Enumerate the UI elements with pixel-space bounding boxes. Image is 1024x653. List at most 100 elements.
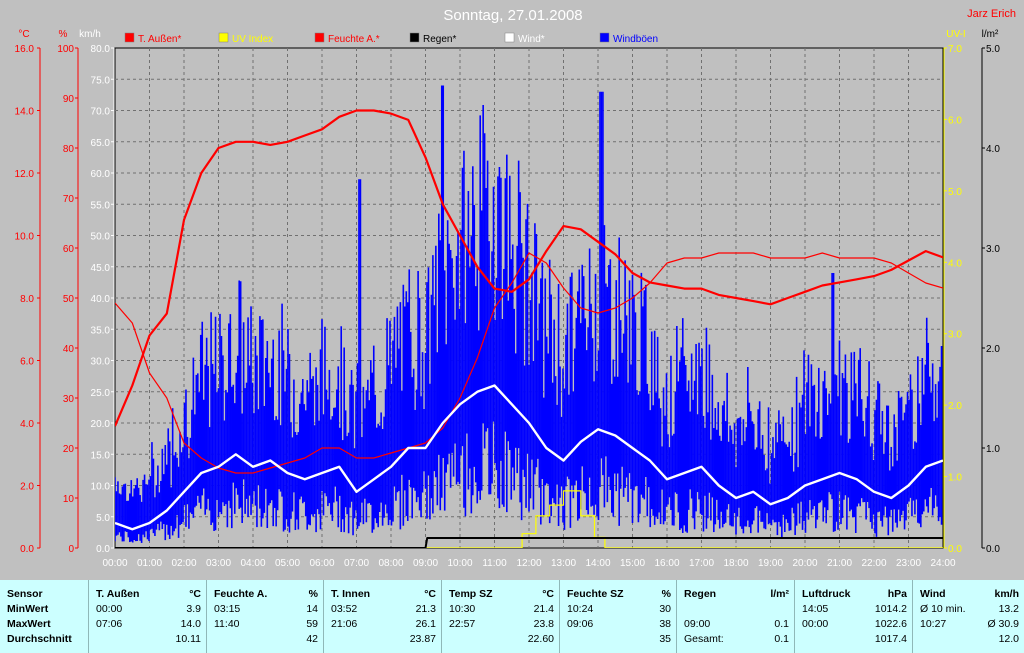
legend-item: Regen* xyxy=(409,32,456,45)
x-tick-label: 14:00 xyxy=(585,558,610,569)
unit-uv: UV-I xyxy=(946,29,965,40)
uv-tick-label: 0.0 xyxy=(948,544,962,555)
stat-value: 0.1 xyxy=(774,618,789,630)
x-tick-label: 23:00 xyxy=(896,558,921,569)
legend-swatch xyxy=(218,32,229,43)
plot-series-group xyxy=(115,85,943,548)
x-tick-label: 01:00 xyxy=(137,558,162,569)
chart-title: Sonntag, 27.01.2008 xyxy=(443,7,582,24)
stat-value: 38 xyxy=(659,618,671,630)
time-value: 10:24 xyxy=(567,603,594,615)
humidity-tick-label: 60 xyxy=(63,244,75,255)
column-unit: °C xyxy=(424,588,436,600)
column-header: Wind xyxy=(920,588,946,600)
stat-value: 3.9 xyxy=(186,603,201,615)
gust-bars xyxy=(115,85,943,543)
temp-tick-label: 0.0 xyxy=(20,544,34,555)
time-value: 07:06 xyxy=(96,618,123,630)
x-tick-label: 15:00 xyxy=(620,558,645,569)
x-tick-label: 17:00 xyxy=(689,558,714,569)
wind-tick-label: 40.0 xyxy=(91,294,111,305)
time-value: Gesamt: xyxy=(684,633,724,645)
time-value: 14:05 xyxy=(802,603,829,615)
legend-item: UV Index xyxy=(218,32,273,45)
legend-label: UV Index xyxy=(232,34,273,45)
humidity-tick-label: 0 xyxy=(68,544,74,555)
humidity-tick-label: 80 xyxy=(63,144,75,155)
x-tick-label: 03:00 xyxy=(206,558,231,569)
wind-tick-label: 55.0 xyxy=(91,200,111,211)
table-column: T. Innen °C 03:52 21:06 21.3 26.1 23.87 xyxy=(323,580,442,653)
x-tick-label: 00:00 xyxy=(102,558,127,569)
row-label: MaxWert xyxy=(7,618,51,630)
stat-value: 30 xyxy=(659,603,671,615)
uv-tick-label: 6.0 xyxy=(948,115,962,126)
wind-tick-label: 70.0 xyxy=(91,107,111,118)
row-label: MinWert xyxy=(7,603,49,615)
x-tick-label: 22:00 xyxy=(861,558,886,569)
time-value: 03:52 xyxy=(331,603,358,615)
x-tick-label: 08:00 xyxy=(378,558,403,569)
stat-value: 23.8 xyxy=(533,618,554,630)
wind-tick-label: 75.0 xyxy=(91,75,111,86)
unit-wind: km/h xyxy=(79,29,101,40)
time-value: 09:06 xyxy=(567,618,594,630)
series-line-tauen xyxy=(115,109,943,427)
x-tick-label: 06:00 xyxy=(309,558,334,569)
column-unit: °C xyxy=(542,588,554,600)
temp-tick-label: 10.0 xyxy=(15,232,35,243)
stat-value: 1017.4 xyxy=(874,633,907,645)
stat-value: 14.0 xyxy=(180,618,201,630)
stat-value: 42 xyxy=(306,633,318,645)
wind-tick-label: 10.0 xyxy=(91,482,111,493)
wind-tick-label: 20.0 xyxy=(91,419,111,430)
column-header: Sensor xyxy=(7,588,43,600)
table-column: Feuchte SZ% 10:24 09:06 30 38 35 xyxy=(559,580,677,653)
legend-swatch xyxy=(599,32,610,43)
column-header: Temp SZ xyxy=(449,588,493,600)
column-unit: % xyxy=(308,588,318,600)
legend-item: Feuchte A.* xyxy=(314,32,380,45)
wind-tick-label: 80.0 xyxy=(91,44,111,55)
time-value: 10:27 xyxy=(920,618,947,630)
time-value: Ø 10 min. xyxy=(920,603,966,615)
x-tick-label: 05:00 xyxy=(275,558,300,569)
legend-item: Wind* xyxy=(504,32,545,45)
uv-tick-label: 3.0 xyxy=(948,330,962,341)
wind-tick-label: 15.0 xyxy=(91,450,111,461)
table-column: Temp SZ °C 10:30 22:57 21.4 23.8 22.60 xyxy=(441,580,560,653)
x-tick-label: 09:00 xyxy=(413,558,438,569)
humidity-tick-label: 90 xyxy=(63,94,75,105)
stat-value: 14 xyxy=(306,603,318,615)
x-tick-label: 18:00 xyxy=(723,558,748,569)
temp-tick-label: 12.0 xyxy=(15,169,35,180)
table-column: Feuchte A.% 03:15 11:40 14 59 42 xyxy=(206,580,324,653)
stat-value: 26.1 xyxy=(415,618,436,630)
uv-tick-label: 7.0 xyxy=(948,44,962,55)
x-tick-label: 11:00 xyxy=(482,558,507,569)
uv-tick-label: 2.0 xyxy=(948,401,962,412)
wind-tick-label: 5.0 xyxy=(96,513,110,524)
wind-tick-label: 30.0 xyxy=(91,357,111,368)
time-value: 11:40 xyxy=(214,618,240,630)
column-unit: hPa xyxy=(887,588,907,600)
uv-tick-label: 1.0 xyxy=(948,473,962,484)
row-label: Durchschnitt xyxy=(7,633,72,645)
column-header: Regen xyxy=(684,588,717,600)
time-value: 09:00 xyxy=(684,618,711,630)
x-tick-label: 07:00 xyxy=(344,558,369,569)
series-line-wind xyxy=(115,384,943,531)
column-header: Luftdruck xyxy=(802,588,851,600)
humidity-tick-label: 30 xyxy=(63,394,75,405)
table-column: Regen l/m² 09:00 Gesamt: 0.1 0.1 xyxy=(676,580,795,653)
legend-item: Windböen xyxy=(599,32,658,45)
temp-tick-label: 4.0 xyxy=(20,419,34,430)
stat-value: 1014.2 xyxy=(874,603,907,615)
x-tick-label: 24:00 xyxy=(930,558,955,569)
x-tick-label: 12:00 xyxy=(516,558,541,569)
x-tick-label: 20:00 xyxy=(792,558,817,569)
column-unit: km/h xyxy=(994,588,1019,600)
stat-value: 23.87 xyxy=(409,633,436,645)
unit-humidity: % xyxy=(59,29,68,40)
table-column: Luftdruck hPa 14:05 00:00 1014.2 1022.6 1017.4 xyxy=(794,580,913,653)
